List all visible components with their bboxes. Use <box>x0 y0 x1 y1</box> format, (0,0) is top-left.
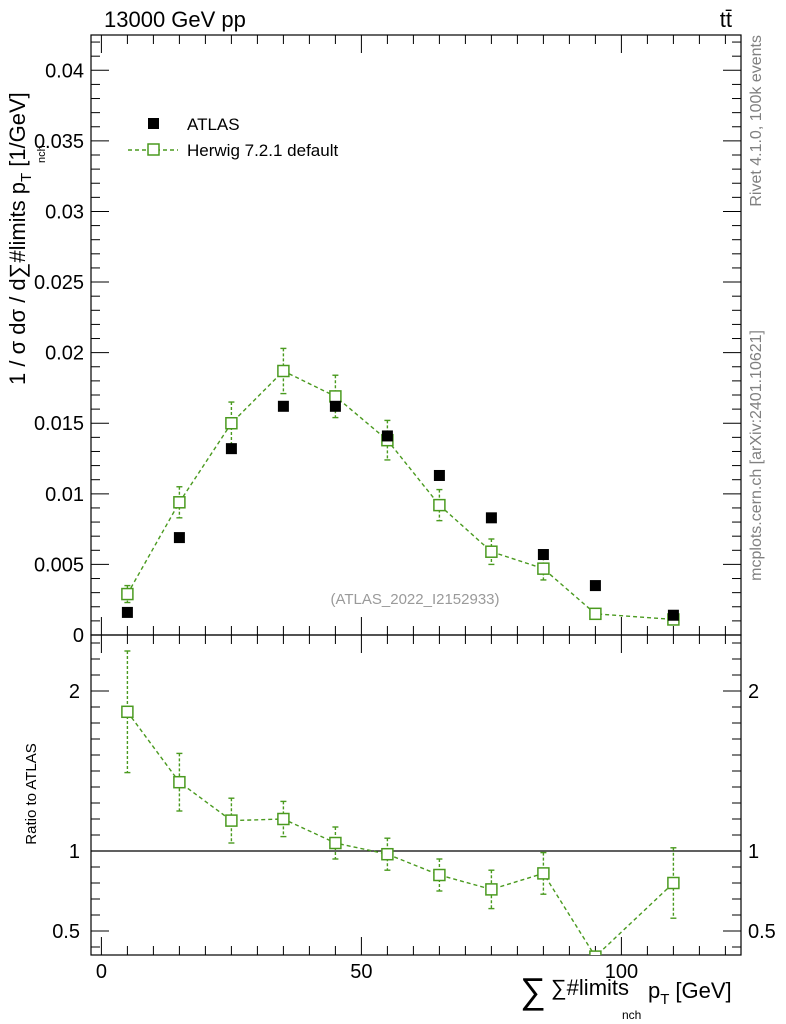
y-tick-label: 0.01 <box>45 484 84 506</box>
atlas-point <box>121 606 133 618</box>
ratio-herwig-point <box>667 876 680 890</box>
legend-marker-atlas <box>148 118 159 129</box>
y-tick-label: 0.03 <box>45 201 84 223</box>
atlas-point <box>329 400 341 412</box>
ratio-axis-ticks: 0.5 0.5 1 1 2 2 0 50 100 <box>52 635 776 983</box>
ratio-herwig-point <box>173 775 186 789</box>
main-axis-ticks: 0 0.005 0.01 0.015 0.02 0.025 0.03 0.035 0.04 <box>34 35 741 647</box>
main-y-axis-title-sub: T <box>18 173 35 182</box>
x-axis-title: ∑ ∑#limits nch pT [GeV] <box>520 970 732 1022</box>
herwig-point <box>485 545 498 558</box>
ratio-y-axis-title: Ratio to ATLAS <box>23 743 40 844</box>
ratio-series-layer <box>121 650 680 955</box>
ratio-y-tick-label-right: 0.5 <box>748 921 776 943</box>
ratio-y-tick-label: 1 <box>69 841 80 863</box>
atlas-point <box>381 430 393 442</box>
main-y-axis-title-text: 1 / σ dσ / d∑#limits p <box>5 182 30 385</box>
ratio-herwig-point <box>485 883 498 896</box>
legend: ATLAS Herwig 7.2.1 default <box>128 115 338 160</box>
herwig-point <box>589 607 602 621</box>
atlas-point <box>537 549 549 561</box>
y-tick-label: 0.015 <box>34 413 84 435</box>
legend-label-atlas: ATLAS <box>187 115 240 134</box>
atlas-point <box>433 469 445 481</box>
main-y-axis-title: 1 / σ dσ / d∑#limits pT [1/GeV] nch <box>5 92 48 385</box>
herwig-point <box>537 562 550 575</box>
x-axis-variable-sub: T <box>660 991 669 1008</box>
herwig-point <box>277 364 290 378</box>
y-tick-label: 0.02 <box>45 343 84 365</box>
y-tick-label: 0.04 <box>45 60 84 82</box>
ratio-y-tick-label-right: 1 <box>748 841 759 863</box>
mcplots-reference-label: mcplots.cern.ch [arXiv:2401.10621] <box>748 330 765 581</box>
herwig-point <box>433 498 446 512</box>
x-axis-unit: [GeV] <box>675 978 731 1003</box>
atlas-point <box>667 609 679 621</box>
ratio-panel-frame <box>90 634 742 956</box>
ratio-herwig-point <box>589 950 602 955</box>
atlas-point <box>225 443 237 455</box>
legend-label-herwig: Herwig 7.2.1 default <box>187 141 338 160</box>
atlas-point <box>277 400 289 412</box>
herwig-point <box>329 390 342 403</box>
x-tick-label: 50 <box>350 961 372 983</box>
atlas-point <box>173 532 185 544</box>
ratio-herwig-point <box>277 812 290 826</box>
rivet-version-label: Rivet 4.1.0, 100k events <box>748 35 765 207</box>
herwig-point <box>173 496 186 509</box>
ratio-herwig-point <box>433 868 446 882</box>
ratio-herwig-line <box>126 711 674 955</box>
herwig-point <box>225 416 238 430</box>
x-axis-title-text: ∑#limits <box>551 975 629 1000</box>
y-tick-label: 0.035 <box>34 131 84 153</box>
ratio-herwig-point <box>381 847 394 861</box>
legend-marker-herwig <box>147 143 160 156</box>
ratio-y-tick-label-right: 2 <box>748 681 759 703</box>
x-axis-variable: pT [GeV] <box>648 978 732 1008</box>
main-series-layer <box>121 347 680 626</box>
atlas-point <box>589 580 601 592</box>
x-axis-sum-symbol: ∑ <box>520 970 546 1011</box>
y-tick-label: 0.025 <box>34 272 84 294</box>
ratio-y-tick-label: 0.5 <box>52 921 80 943</box>
ratio-herwig-point <box>329 836 342 850</box>
x-tick-label: 100 <box>605 961 638 983</box>
y-tick-label: 0 <box>73 625 84 647</box>
ratio-y-tick-label: 2 <box>69 681 80 703</box>
svg-text:1 / σ dσ / d∑#limits pT[1/Ge: 1 / σ dσ / d∑#limits pT [1/GeV] <box>5 92 35 385</box>
header-energy-label: 13000 GeV pp <box>104 7 246 32</box>
main-y-axis-title-subscript: nch <box>36 145 48 163</box>
ratio-herwig-point <box>537 867 550 880</box>
x-tick-label: 0 <box>96 961 107 983</box>
ratio-herwig-point <box>121 705 134 719</box>
header-process-label: tt̄ <box>720 7 732 32</box>
analysis-id-watermark: (ATLAS_2022_I2152933) <box>330 591 499 608</box>
herwig-point <box>121 587 134 601</box>
x-axis-variable-p: p <box>648 978 660 1003</box>
x-axis-title-subscript: nch <box>622 1008 641 1022</box>
atlas-point <box>485 512 497 524</box>
y-tick-label: 0.005 <box>34 554 84 576</box>
ratio-herwig-point <box>225 814 238 827</box>
main-y-axis-title-unit: [1/GeV] <box>5 92 30 167</box>
